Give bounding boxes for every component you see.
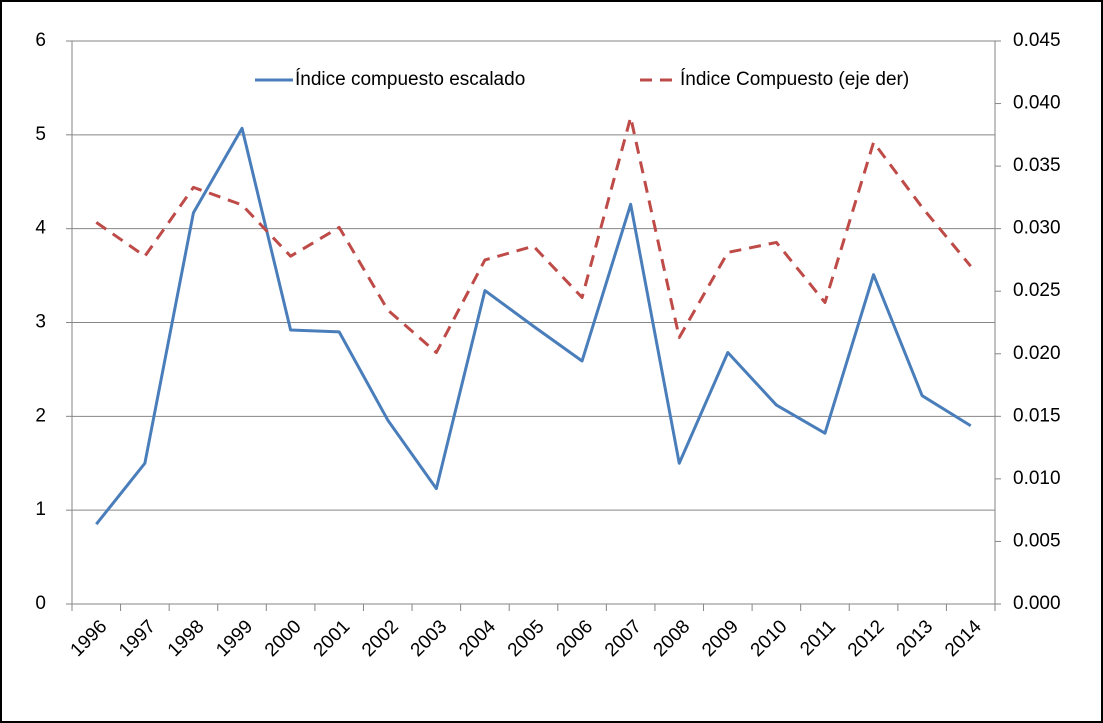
series-line (95, 126, 972, 526)
legend-label: Índice Compuesto (eje der) (680, 69, 909, 90)
legend-label: Índice compuesto escalado (295, 69, 525, 90)
y2-tick-label: 0.025 (1013, 280, 1061, 301)
y-tick-label: 5 (35, 124, 46, 145)
y2-tick-label: 0.045 (1013, 30, 1061, 51)
y2-tick-label: 0.030 (1013, 218, 1061, 239)
y2-tick-label: 0.040 (1013, 93, 1061, 114)
y2-tick-label: 0.000 (1013, 593, 1061, 614)
y-tick-label: 1 (35, 499, 46, 520)
y2-tick-label: 0.020 (1013, 343, 1061, 364)
y-tick-label: 3 (35, 312, 46, 333)
y2-tick-label: 0.005 (1013, 530, 1061, 551)
series-line (95, 115, 972, 355)
y2-tick-label: 0.010 (1013, 468, 1061, 489)
y2-tick-label: 0.015 (1013, 405, 1061, 426)
y-tick-label: 0 (35, 593, 46, 614)
y-tick-label: 4 (35, 218, 46, 239)
y-tick-label: 2 (35, 405, 46, 426)
y-tick-label: 6 (35, 30, 46, 51)
y2-tick-label: 0.035 (1013, 155, 1061, 176)
